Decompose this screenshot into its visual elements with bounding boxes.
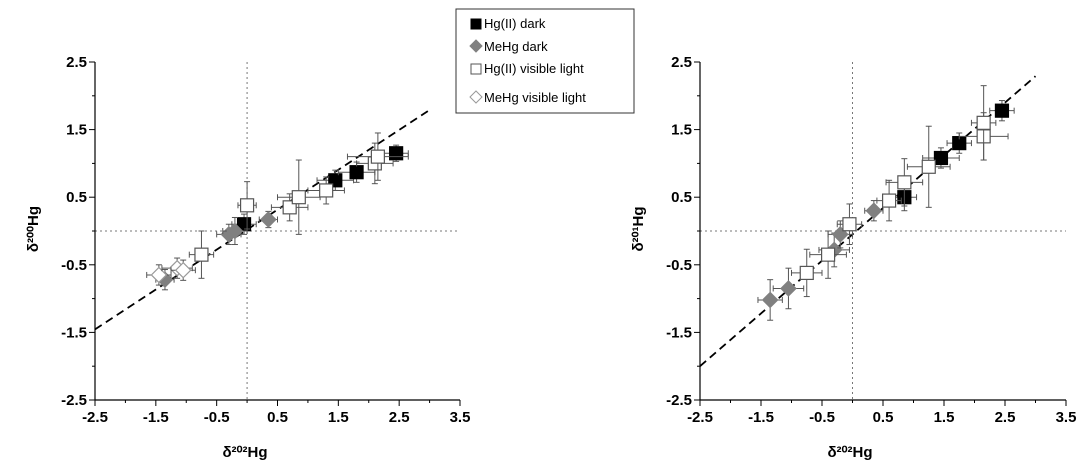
right-y-tick-label: -2.5 [666,392,692,409]
square-marker [881,193,897,208]
left-series-hg-ii-visible-light [188,132,409,279]
data-point [307,176,345,205]
square-marker [194,247,209,262]
data-point [146,264,172,286]
data-point [237,181,257,230]
right-x-tick-label: 3.5 [1056,409,1077,426]
data-point [989,100,1015,122]
right-series-mehg-dark [757,200,884,321]
right-x-tick-label: 0.5 [873,409,894,426]
left-x-tick-label: -2.5 [82,409,108,426]
legend: Hg(II) dark MeHg dark Hg(II) visible lig… [455,8,635,114]
data-point [188,230,215,279]
right-y-tick-label: 2.5 [671,54,692,71]
data-point [772,267,805,310]
legend-item-mehg-dark: MeHg dark [469,39,548,54]
left-x-tick-label: -1.5 [143,409,169,426]
left-x-tick-label: -0.5 [204,409,230,426]
square-marker [370,149,385,164]
diamond-marker [226,222,244,240]
square-marker [842,217,857,232]
right-series-hg-ii-dark [891,100,1015,212]
left-y-tick-label: -2.5 [61,392,87,409]
square-marker [319,183,334,198]
diamond-marker [174,261,192,279]
square-marker [897,175,912,190]
left-x-tick-label: 3.5 [450,409,471,426]
legend-box [455,8,635,114]
square-marker [933,150,949,166]
right-x-tick-label: -1.5 [748,409,774,426]
data-point [791,248,823,298]
left-y-axis-title: δ²⁰⁰Hg [25,206,42,252]
diamond-marker [761,291,779,309]
legend-marker-diamond-icon [469,90,483,104]
data-point [170,259,196,281]
square-marker [799,265,814,281]
right-y-tick-label: 0.5 [671,189,692,206]
right-chart: δ²⁰²Hg δ²⁰¹Hg 2.5 1.5 0.5 -0.5 -1.5 -2.5-2.5 -… [630,54,1076,461]
diamond-marker [865,202,883,220]
diamond-marker [780,280,797,297]
legend-label: Hg(II) dark [484,16,546,31]
left-chart: δ²⁰²Hg δ²⁰⁰Hg 2.5 1.5 0.5 -0.5 -1.5 -2.5-2.5 -… [25,54,470,461]
square-marker [239,198,255,213]
diamond-marker [260,211,277,228]
right-x-tick-label: 2.5 [995,409,1016,426]
left-x-tick-label: 1.5 [328,409,349,426]
left-x-tick-label: 2.5 [389,409,410,426]
right-series-hg-ii-visible-light [791,85,1009,298]
right-y-tick-label: 1.5 [671,122,692,139]
legend-marker-square-icon [470,63,482,75]
right-x-tick-label: 1.5 [934,409,955,426]
square-marker [976,115,991,130]
left-y-tick-label: 0.5 [66,189,87,206]
left-y-tick-label: -1.5 [61,324,87,341]
right-x-tick-label: -2.5 [687,409,713,426]
square-marker [921,159,936,174]
data-point [383,144,409,162]
left-series-mehg-visible-light [146,257,196,286]
data-point [876,179,902,222]
data-point [258,210,278,229]
right-x-axis-title: δ²⁰²Hg [827,444,872,461]
right-y-tick-label: -1.5 [666,324,692,341]
square-marker [994,103,1010,118]
diamond-marker [150,266,168,284]
data-point [906,125,951,208]
square-marker [291,190,306,205]
square-marker [389,146,404,161]
right-y-tick-label: -0.5 [666,257,692,274]
legend-label: MeHg visible light [484,90,586,105]
data-point [836,203,863,246]
left-x-tick-label: 0.5 [267,409,288,426]
legend-label: Hg(II) visible light [484,61,584,76]
left-x-axis-title: δ²⁰²Hg [222,444,267,461]
data-point [922,147,960,169]
right-x-tick-label: -0.5 [809,409,835,426]
legend-label: MeHg dark [484,39,548,54]
data-point [277,159,321,235]
left-y-tick-label: 1.5 [66,122,87,139]
data-point [809,230,847,279]
data-point [864,200,884,222]
data-point [757,279,783,321]
data-point [827,220,853,249]
legend-marker-diamond-icon [469,39,483,53]
square-marker [349,165,364,180]
legend-item-hg-ii-visible-light: Hg(II) visible light [470,61,584,76]
legend-item-hg-ii-dark: Hg(II) dark [470,16,546,31]
square-marker [820,247,836,262]
data-point [885,158,924,207]
legend-marker-square-icon [470,18,482,30]
left-y-tick-label: 2.5 [66,54,87,71]
left-y-tick-label: -0.5 [61,257,87,274]
data-point [222,216,248,246]
data-point [346,132,409,181]
data-point [970,85,997,161]
legend-item-mehg-visible-light: MeHg visible light [469,90,586,105]
right-y-axis-title: δ²⁰¹Hg [630,206,647,251]
